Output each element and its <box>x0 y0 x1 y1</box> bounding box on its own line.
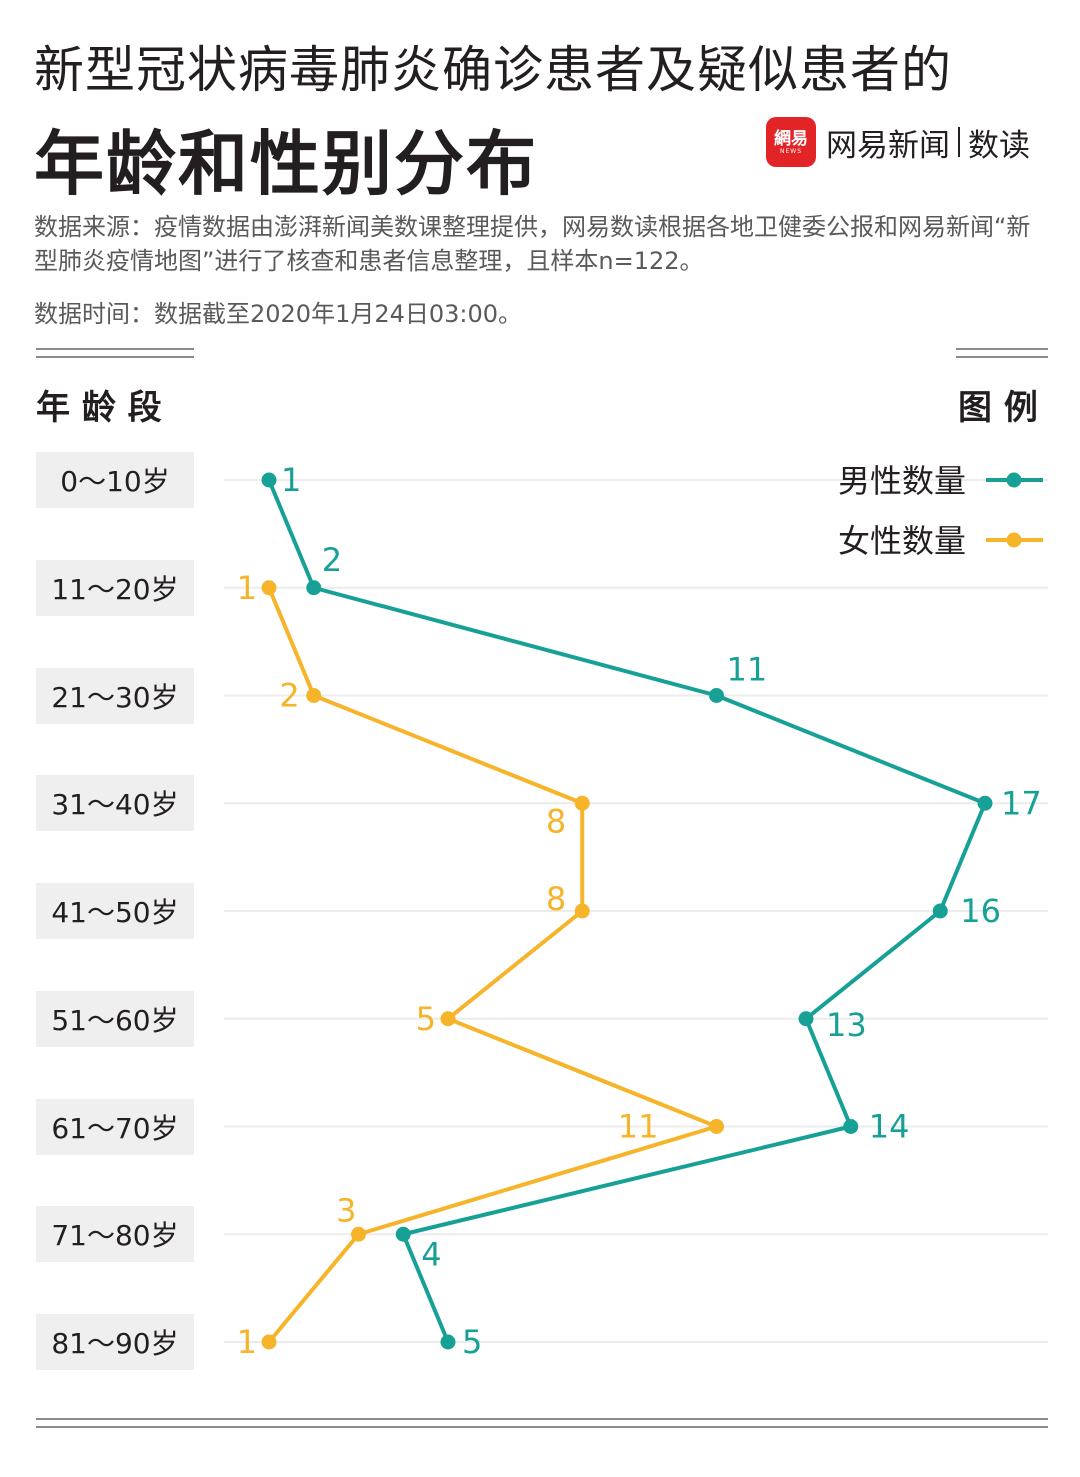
age-group-label: 11～20岁 <box>36 559 194 616</box>
right-heading-rule <box>956 348 1048 358</box>
data-point <box>574 903 590 919</box>
data-label: 8 <box>546 802 566 840</box>
data-point <box>261 580 277 596</box>
data-point <box>843 1119 859 1134</box>
legend-swatch-marker <box>1006 532 1022 548</box>
data-label: 13 <box>826 1006 867 1044</box>
age-group-label: 21～30岁 <box>36 667 194 724</box>
brand: 網易 NEWS 网易新闻 数读 <box>766 116 1030 168</box>
data-point <box>798 1011 814 1027</box>
data-label: 11 <box>727 651 768 689</box>
series-line <box>267 586 719 1344</box>
data-point <box>351 1226 366 1242</box>
data-label: 14 <box>869 1108 910 1146</box>
data-label: 2 <box>322 541 342 579</box>
brand-name: 网易新闻 <box>826 127 950 164</box>
legend-label: 女性数量 <box>838 522 966 560</box>
data-label: 8 <box>546 880 566 918</box>
age-group-label: 71～80岁 <box>36 1206 194 1263</box>
legend-label: 男性数量 <box>838 462 966 500</box>
age-group-label: 81～90岁 <box>36 1314 194 1370</box>
data-label: 2 <box>279 677 299 715</box>
chart-title-line1: 新型冠状病毒肺炎确诊患者及疑似患者的 <box>34 41 952 99</box>
data-point <box>977 795 993 811</box>
data-label: 4 <box>421 1235 441 1273</box>
age-group-label: 31～40岁 <box>36 775 194 832</box>
data-point <box>261 1334 277 1350</box>
age-group-label: 41～50岁 <box>36 883 194 939</box>
brand-separator <box>958 127 960 157</box>
brand-sub: 数读 <box>968 127 1030 164</box>
data-point <box>574 795 590 811</box>
data-label: 16 <box>960 892 1001 930</box>
data-point <box>440 1334 456 1350</box>
data-source: 数据来源：疫情数据由澎湃新闻美数课整理提供，网易数读根据各地卫健委公报和网易新闻… <box>34 213 1031 275</box>
data-label: 3 <box>336 1191 356 1229</box>
data-point <box>932 903 948 919</box>
data-time: 数据时间：数据截至2020年1月24日03:00。 <box>34 300 523 328</box>
data-label: 1 <box>237 569 257 607</box>
data-point <box>440 1011 456 1027</box>
data-point <box>261 472 277 488</box>
bottom-rule <box>36 1418 1048 1428</box>
age-heading: 年 龄 段 <box>36 388 162 428</box>
chart-title-line2: 年龄和性别分布 <box>34 123 538 205</box>
data-label: 1 <box>281 461 301 499</box>
data-point <box>709 1119 724 1134</box>
legend-heading: 图 例 <box>958 388 1038 428</box>
data-point <box>395 1226 411 1242</box>
logo-subtext: NEWS <box>779 147 803 155</box>
data-point <box>306 688 322 703</box>
age-group-label: 61～70岁 <box>36 1098 194 1155</box>
data-label: 17 <box>1001 784 1042 822</box>
age-group-label: 51～60岁 <box>36 990 194 1047</box>
netease-logo-icon: 網易 NEWS <box>766 117 816 167</box>
data-point <box>306 580 322 596</box>
left-heading-rule <box>36 348 194 358</box>
data-point <box>709 688 724 703</box>
data-label: 1 <box>237 1323 257 1361</box>
logo-text: 網易 <box>774 128 808 149</box>
age-group-label: 0～10岁 <box>36 452 194 508</box>
data-label: 5 <box>416 1000 436 1038</box>
data-label: 11 <box>618 1108 659 1146</box>
data-label: 5 <box>462 1323 482 1361</box>
legend-swatch-marker <box>1006 472 1022 488</box>
